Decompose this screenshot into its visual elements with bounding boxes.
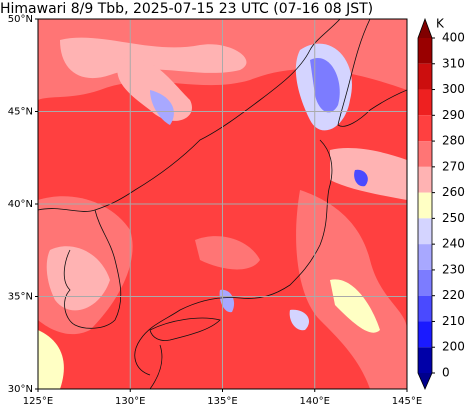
- y-tick-label: 45°N: [8, 107, 33, 118]
- y-tick-label: 35°N: [8, 292, 33, 303]
- y-tick-label: 30°N: [8, 384, 33, 395]
- colorbar-unit: K: [436, 17, 445, 31]
- colorbar-over: [418, 19, 432, 38]
- colorbar-label: 220: [442, 288, 465, 302]
- colorbar-segment: [418, 166, 432, 193]
- y-tick-label: 40°N: [8, 199, 33, 210]
- colorbar-label: 250: [442, 211, 465, 225]
- colorbar-segment: [418, 192, 432, 219]
- colorbar-label: 270: [442, 159, 465, 173]
- colorbar-segment: [418, 141, 432, 167]
- colorbar-segment: [418, 218, 432, 245]
- x-tick-label: 135°E: [207, 396, 237, 407]
- colorbar-label: 200: [442, 340, 465, 354]
- colorbar-label: 230: [442, 262, 465, 276]
- colorbar-label: 210: [442, 314, 465, 328]
- x-tick-label: 140°E: [300, 396, 330, 407]
- x-tick-label: 130°E: [115, 396, 145, 407]
- colorbar-under: [418, 373, 432, 389]
- x-tick-label: 145°E: [392, 396, 422, 407]
- colorbar-label: 300: [442, 82, 465, 96]
- colorbar-segment: [418, 244, 432, 270]
- colorbar-segment: [418, 295, 432, 322]
- colorbar-segment: [418, 63, 432, 90]
- colorbar-segment: [418, 347, 432, 373]
- colorbar-segment: [418, 38, 432, 64]
- colorbar-label: 240: [442, 237, 465, 251]
- colorbar: 400 310 300 290 280 270 260 250 240 230 220 210 200 0…: [417, 17, 465, 390]
- y-tick-label: 50°N: [8, 14, 33, 25]
- colorbar-label: 280: [442, 134, 465, 148]
- x-tick-label: 125°E: [23, 396, 53, 407]
- colorbar-label: 290: [442, 108, 465, 122]
- colorbar-label: 0: [442, 366, 450, 380]
- colorbar-segment: [418, 89, 432, 116]
- colorbar-label: 310: [442, 56, 465, 70]
- colorbar-label: 260: [442, 185, 465, 199]
- colorbar-segment: [418, 269, 432, 296]
- colorbar-label: 400: [442, 31, 465, 45]
- colorbar-segment: [418, 115, 432, 142]
- title: Himawari 8/9 Tbb, 2025-07-15 23 UTC (07-…: [0, 1, 373, 17]
- colorbar-segment: [418, 321, 432, 348]
